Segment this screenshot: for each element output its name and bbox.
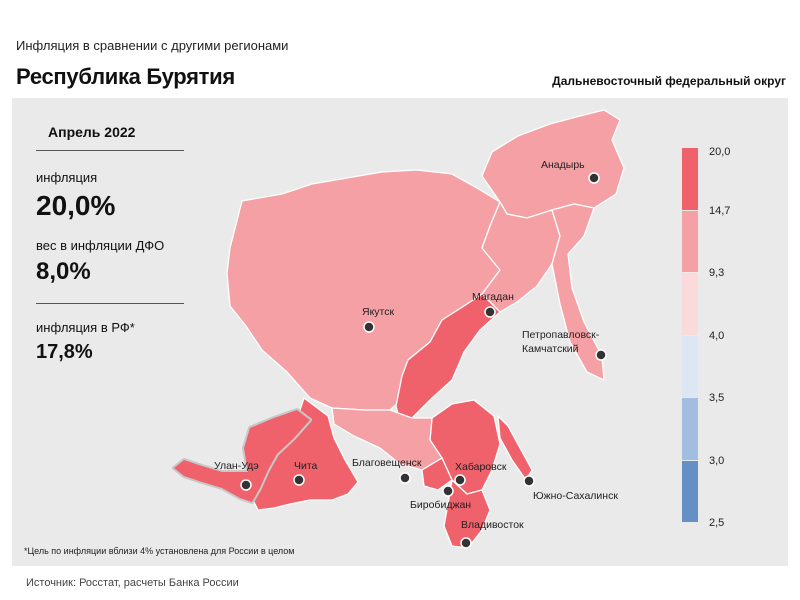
footnote: *Цель по инфляции вблизи 4% установлена … xyxy=(24,546,295,556)
legend-tick-label: 3,0 xyxy=(709,454,725,467)
city-label-petropavlovsk-2: Камчатский xyxy=(522,343,579,355)
page-subtitle: Инфляция в сравнении с другими регионами xyxy=(16,38,289,53)
rf-inflation-value: 17,8% xyxy=(36,341,93,363)
city-label-khabarovsk: Хабаровск xyxy=(455,461,507,473)
city-dot-vladivostok[interactable] xyxy=(460,537,472,549)
city-label-blagoveshchensk: Благовещенск xyxy=(352,457,422,469)
inflation-label: инфляция xyxy=(36,170,98,185)
legend-tick-label: 9,3 xyxy=(709,267,725,279)
weight-value: 8,0% xyxy=(36,258,91,285)
city-dot-chita[interactable] xyxy=(293,474,305,486)
legend-swatch xyxy=(682,210,698,272)
district-name: Дальневосточный федеральный округ xyxy=(552,74,786,88)
regions-map: Анадырь Якутск Магадан Петропавловск- Ка… xyxy=(172,109,625,549)
legend-swatch xyxy=(682,335,698,397)
city-dot-anadyr[interactable] xyxy=(588,172,600,184)
region-jewish[interactable] xyxy=(421,457,453,491)
city-label-chita: Чита xyxy=(294,460,318,472)
city-dot-magadan[interactable] xyxy=(484,306,496,318)
region-primorye[interactable] xyxy=(443,479,491,549)
city-dot-blagoveshchensk[interactable] xyxy=(399,472,411,484)
city-dot-khabarovsk[interactable] xyxy=(454,474,466,486)
legend-tick-label: 14,7 xyxy=(709,204,731,217)
legend-tick-label: 4,0 xyxy=(709,329,725,342)
inflation-value: 20,0% xyxy=(36,190,116,221)
city-label-magadan: Магадан xyxy=(472,291,514,303)
city-label-anadyr: Анадырь xyxy=(541,159,585,171)
legend-tick-label: 3,5 xyxy=(709,392,725,404)
source-note: Источник: Росстат, расчеты Банка России xyxy=(26,577,239,589)
period-label: Апрель 2022 xyxy=(48,124,136,140)
page-title: Республика Бурятия xyxy=(16,64,235,89)
legend-tick-label: 2,5 xyxy=(709,517,725,529)
region-sakhalin[interactable] xyxy=(497,415,533,481)
map-panel: Анадырь Якутск Магадан Петропавловск- Ка… xyxy=(12,98,788,566)
legend-swatch xyxy=(682,148,698,210)
legend-tick-label: 20,0 xyxy=(709,146,731,158)
weight-label: вес в инфляции ДФО xyxy=(36,238,165,253)
rf-inflation-label: инфляция в РФ* xyxy=(36,320,135,335)
legend-swatch xyxy=(682,273,698,335)
city-dot-ulan-ude[interactable] xyxy=(240,479,252,491)
divider xyxy=(36,150,184,151)
city-label-vladivostok: Владивосток xyxy=(461,519,524,531)
city-dot-yuzhno[interactable] xyxy=(523,475,535,487)
city-dot-yakutsk[interactable] xyxy=(363,321,375,333)
legend-swatch xyxy=(682,460,698,522)
city-label-petropavlovsk-1: Петропавловск- xyxy=(522,329,600,341)
city-label-ulan-ude: Улан-Удэ xyxy=(214,460,259,472)
region-yakutia[interactable] xyxy=(226,169,501,411)
city-label-birobidzhan: Биробиджан xyxy=(410,499,471,511)
legend-swatch xyxy=(682,398,698,460)
city-label-yakutsk: Якутск xyxy=(362,306,394,318)
city-dot-petropavlovsk[interactable] xyxy=(595,349,607,361)
color-legend: 20,0 14,7 9,3 4,0 3,5 3,0 2,5 xyxy=(682,146,762,529)
divider xyxy=(36,303,184,304)
city-dot-birobidzhan[interactable] xyxy=(442,485,454,497)
city-label-yuzhno: Южно-Сахалинск xyxy=(533,490,618,502)
